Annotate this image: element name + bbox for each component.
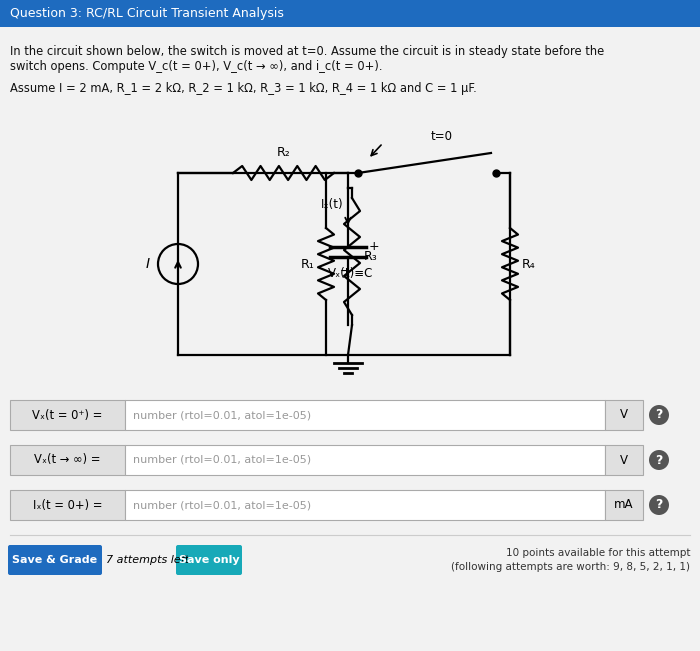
Circle shape (649, 450, 669, 470)
Text: R₁: R₁ (300, 258, 314, 271)
FancyBboxPatch shape (125, 445, 605, 475)
Text: (following attempts are worth: 9, 8, 5, 2, 1, 1): (following attempts are worth: 9, 8, 5, … (451, 562, 690, 572)
Text: Iₓ(t): Iₓ(t) (321, 198, 343, 211)
Text: number (rtol=0.01, atol=1e-05): number (rtol=0.01, atol=1e-05) (133, 500, 311, 510)
Text: R₃: R₃ (364, 250, 378, 263)
Text: number (rtol=0.01, atol=1e-05): number (rtol=0.01, atol=1e-05) (133, 455, 311, 465)
Circle shape (649, 495, 669, 515)
Text: ?: ? (655, 408, 663, 421)
Text: R₂: R₂ (276, 146, 290, 159)
FancyBboxPatch shape (8, 545, 102, 575)
FancyBboxPatch shape (605, 445, 643, 475)
Circle shape (649, 405, 669, 425)
FancyBboxPatch shape (10, 400, 125, 430)
Text: V: V (620, 454, 628, 467)
Text: −: − (340, 264, 350, 277)
Text: mA: mA (615, 499, 634, 512)
Text: Save only: Save only (178, 555, 239, 565)
Text: In the circuit shown below, the switch is moved at t=0. Assume the circuit is in: In the circuit shown below, the switch i… (10, 45, 604, 58)
FancyBboxPatch shape (605, 490, 643, 520)
Text: Vₓ(t = 0⁺) =: Vₓ(t = 0⁺) = (32, 408, 103, 421)
FancyBboxPatch shape (605, 400, 643, 430)
Text: Iₓ(t = 0+) =: Iₓ(t = 0+) = (33, 499, 102, 512)
Text: 7 attempts left: 7 attempts left (106, 555, 189, 565)
Text: number (rtol=0.01, atol=1e-05): number (rtol=0.01, atol=1e-05) (133, 410, 311, 420)
Text: Question 3: RC/RL Circuit Transient Analysis: Question 3: RC/RL Circuit Transient Anal… (10, 7, 284, 20)
FancyBboxPatch shape (125, 490, 605, 520)
FancyBboxPatch shape (176, 545, 242, 575)
Text: ?: ? (655, 499, 663, 512)
FancyBboxPatch shape (125, 400, 605, 430)
Text: Assume I = 2 mA, R_1 = 2 kΩ, R_2 = 1 kΩ, R_3 = 1 kΩ, R_4 = 1 kΩ and C = 1 μF.: Assume I = 2 mA, R_1 = 2 kΩ, R_2 = 1 kΩ,… (10, 82, 477, 95)
Text: Save & Grade: Save & Grade (13, 555, 97, 565)
FancyBboxPatch shape (10, 445, 125, 475)
Text: ?: ? (655, 454, 663, 467)
Text: V: V (620, 408, 628, 421)
Text: switch opens. Compute V_c(t = 0+), V_c(t → ∞), and i_c(t = 0+).: switch opens. Compute V_c(t = 0+), V_c(t… (10, 60, 382, 73)
Bar (0, 0, 700, 27)
Text: +: + (369, 240, 379, 253)
Text: R₄: R₄ (522, 258, 536, 271)
Text: I: I (146, 257, 150, 271)
Text: 10 points available for this attempt: 10 points available for this attempt (505, 548, 690, 558)
Text: Vₓ(t)≡C: Vₓ(t)≡C (328, 266, 374, 279)
FancyBboxPatch shape (10, 490, 125, 520)
Text: Vₓ(t → ∞) =: Vₓ(t → ∞) = (34, 454, 101, 467)
Text: t=0: t=0 (431, 130, 453, 143)
